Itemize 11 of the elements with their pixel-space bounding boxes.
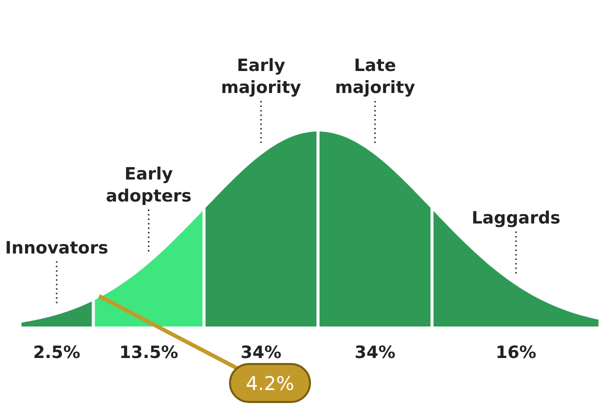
data-label: 16% xyxy=(496,343,536,363)
text: 4.2% xyxy=(246,373,294,395)
data-label: 34% xyxy=(240,343,282,363)
data-label: 13.5% xyxy=(119,343,178,363)
category-label: Late majority xyxy=(334,56,416,98)
category-label: Early adopters xyxy=(106,164,192,206)
category-label: Laggards xyxy=(472,208,560,228)
category-label: Early majority xyxy=(220,56,302,98)
data-label: 2.5% xyxy=(33,343,80,363)
category-label: Innovators xyxy=(5,238,108,258)
data-label: 34% xyxy=(354,343,396,363)
